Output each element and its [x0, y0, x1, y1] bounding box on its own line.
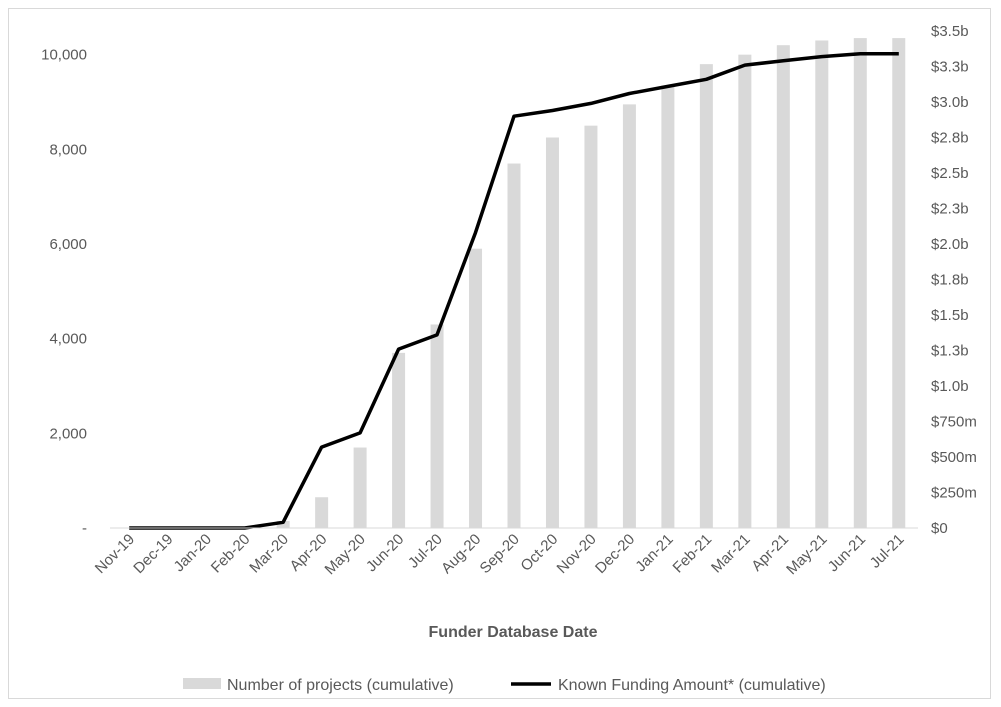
- bar-sep-20: [507, 163, 521, 529]
- bar-dec-20: [622, 104, 636, 528]
- right-tick-label: $3.3b: [931, 59, 969, 76]
- x-tick-label: Jan-20: [171, 531, 215, 575]
- bar-jul-21: [892, 38, 906, 528]
- bar-jul-20: [430, 324, 444, 528]
- right-tick-label: $2.8b: [931, 130, 969, 147]
- legend-label-projects: Number of projects (cumulative): [227, 677, 454, 694]
- legend-swatch-projects: [183, 678, 221, 689]
- right-tick-label: $1.3b: [931, 343, 969, 360]
- bar-feb-21: [699, 64, 713, 528]
- x-tick-label: Dec-19: [130, 531, 176, 577]
- bar-oct-20: [545, 137, 559, 528]
- x-tick-label: Mar-20: [246, 531, 292, 577]
- x-tick-label: Feb-20: [208, 531, 254, 577]
- bar-apr-20: [315, 497, 329, 528]
- right-y-axis: $0 $250m $500m $750m $1.0b $1.3b $1.5b $1.8b $2.…: [931, 23, 977, 537]
- bar-mar-21: [738, 54, 752, 529]
- right-tick-label: $0: [931, 520, 948, 537]
- x-tick-label: Jun-21: [825, 531, 869, 575]
- bar-jun-20: [392, 352, 406, 528]
- left-y-axis: - 2,000 4,000 6,000 8,000 10,000: [41, 47, 87, 537]
- bar-nov-20: [584, 125, 598, 529]
- bar-mar-20: [276, 520, 290, 528]
- right-tick-label: $1.5b: [931, 307, 969, 324]
- legend: Number of projects (cumulative) Known Fu…: [183, 677, 826, 694]
- x-tick-label: Feb-21: [670, 531, 716, 577]
- right-tick-label: $3.0b: [931, 94, 969, 111]
- x-tick-label: Nov-20: [554, 531, 600, 577]
- bar-series-projects: [276, 38, 906, 529]
- x-tick-label: Sep-20: [477, 531, 523, 577]
- x-tick-label: Mar-21: [708, 531, 754, 577]
- bar-may-20: [353, 447, 367, 528]
- left-tick-label: 2,000: [49, 425, 87, 442]
- right-tick-label: $1.8b: [931, 272, 969, 289]
- x-tick-label: Aug-20: [438, 531, 484, 577]
- right-tick-label: $250m: [931, 485, 977, 502]
- left-tick-label: -: [82, 520, 87, 537]
- right-tick-label: $500m: [931, 449, 977, 466]
- x-tick-label: Jan-21: [632, 531, 676, 575]
- right-tick-label: $2.0b: [931, 236, 969, 253]
- right-tick-label: $750m: [931, 414, 977, 431]
- bar-jun-21: [853, 38, 867, 528]
- left-tick-label: 10,000: [41, 47, 87, 64]
- bar-may-21: [815, 40, 829, 528]
- right-tick-label: $3.5b: [931, 23, 969, 40]
- right-tick-label: $2.5b: [931, 165, 969, 182]
- left-tick-label: 8,000: [49, 141, 87, 158]
- bar-apr-21: [776, 45, 790, 528]
- x-axis-title: Funder Database Date: [429, 624, 598, 641]
- right-tick-label: $2.3b: [931, 201, 969, 218]
- legend-label-funding: Known Funding Amount* (cumulative): [558, 677, 826, 694]
- x-tick-label: Nov-19: [92, 531, 138, 577]
- bar-jan-21: [661, 85, 675, 528]
- right-tick-label: $1.0b: [931, 378, 969, 395]
- x-tick-label: May-21: [783, 531, 830, 578]
- x-axis: Nov-19Dec-19Jan-20Feb-20Mar-20Apr-20May-…: [92, 527, 918, 578]
- x-tick-label: Jul-21: [867, 531, 908, 572]
- x-tick-label: May-20: [322, 531, 369, 578]
- x-tick-label: Dec-20: [592, 531, 638, 577]
- bar-aug-20: [469, 248, 483, 528]
- left-tick-label: 4,000: [49, 331, 87, 348]
- x-tick-label: Jun-20: [363, 531, 407, 575]
- left-tick-label: 6,000: [49, 236, 87, 253]
- x-tick-label: Oct-20: [517, 531, 561, 575]
